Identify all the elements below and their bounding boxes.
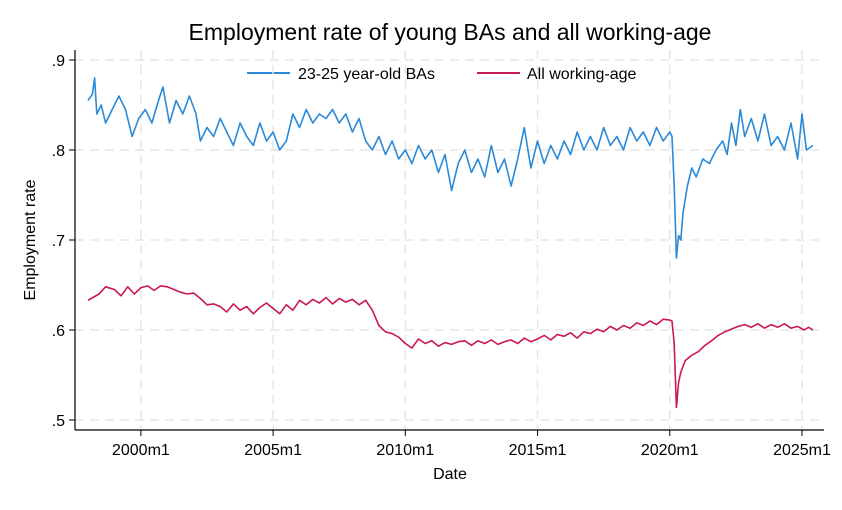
y-tick-label: .9 <box>52 53 65 70</box>
series-line-all-working-age <box>87 285 814 409</box>
y-tick-label: .6 <box>52 323 65 340</box>
y-tick-label: .8 <box>52 143 65 160</box>
x-tick-label: 2025m1 <box>773 442 831 459</box>
y-tick-label: .5 <box>52 413 65 430</box>
x-tick-label: 2020m1 <box>641 442 699 459</box>
x-tick-label: 2000m1 <box>112 442 170 459</box>
legend: 23-25 year-old BAs All working-age <box>247 66 636 83</box>
chart-title: Employment rate of young BAs and all wor… <box>189 19 712 45</box>
legend-label-working-age: All working-age <box>527 66 636 83</box>
y-tick-label: .7 <box>52 233 65 250</box>
x-tick-label: 2010m1 <box>376 442 434 459</box>
series-layer <box>87 77 814 409</box>
grid <box>75 50 824 430</box>
series-line-young-bas <box>87 77 814 259</box>
axes: .5 .6 .7 .8 .9 2000m1 2005m1 2010m1 2015m1 2020m1… <box>52 50 831 459</box>
legend-label-bas: 23-25 year-old BAs <box>298 66 435 83</box>
x-axis-label: Date <box>433 466 467 483</box>
x-tick-label: 2005m1 <box>244 442 302 459</box>
x-tick-label: 2015m1 <box>509 442 567 459</box>
y-axis-label: Employment rate <box>22 179 39 300</box>
